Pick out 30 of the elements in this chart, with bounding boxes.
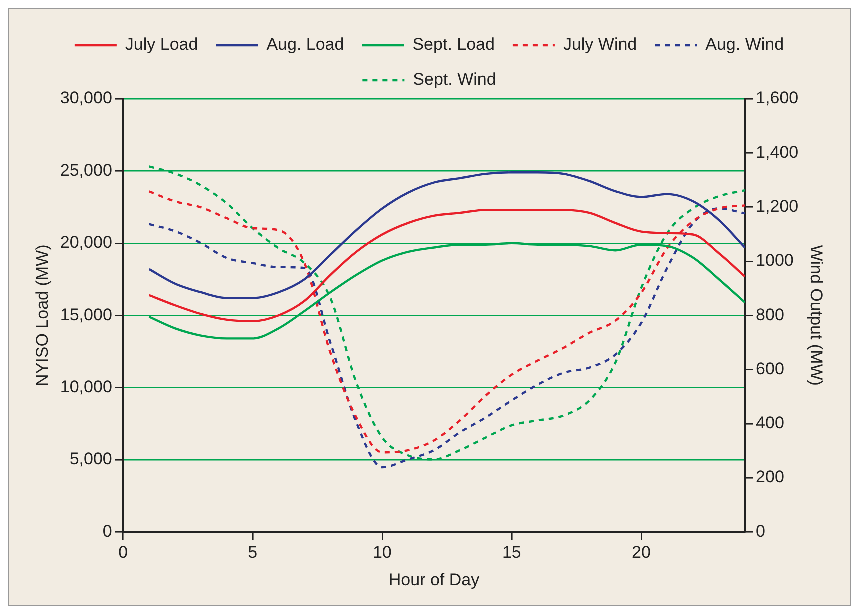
legend-label: July Load — [125, 35, 198, 54]
y-tick-label: 0 — [102, 522, 112, 541]
legend-label: Sept. Wind — [413, 70, 496, 90]
x-tick-label: 5 — [248, 543, 258, 562]
y-tick-label: 5,000 — [70, 450, 112, 469]
y-tick-label: 30,000 — [60, 88, 112, 108]
x-tick-label: 20 — [632, 543, 651, 562]
y-tick-label: 15,000 — [60, 305, 112, 324]
y2-tick-label: 1,600 — [756, 88, 799, 108]
y2-tick-label: 1,400 — [756, 142, 799, 162]
y2-tick-label: 200 — [756, 468, 784, 487]
x-axis-title: Hour of Day — [388, 570, 480, 590]
legend-label: Sept. Load — [412, 35, 495, 54]
x-tick-label: 0 — [118, 543, 128, 562]
y2-tick-label: 0 — [756, 522, 766, 541]
x-tick-label: 10 — [372, 543, 392, 562]
y2-tick-label: 800 — [756, 305, 784, 324]
y-tick-label: 20,000 — [60, 233, 112, 252]
y2-tick-label: 1,200 — [756, 196, 799, 216]
legend-label: July Wind — [563, 35, 638, 54]
y2-tick-label: 400 — [756, 414, 784, 433]
y2-tick-label: 600 — [756, 359, 784, 378]
y2-tick-label: 1000 — [756, 251, 794, 270]
legend-label: Aug. Load — [266, 35, 344, 54]
y-axis-title: NYISO Load (MW) — [32, 244, 52, 386]
x-tick-label: 15 — [502, 543, 522, 562]
legend-label: Aug. Wind — [706, 35, 784, 54]
y-tick-label: 10,000 — [60, 377, 112, 396]
y-tick-label: 25,000 — [60, 160, 112, 180]
y2-axis-title: Wind Output (MW) — [807, 245, 826, 386]
